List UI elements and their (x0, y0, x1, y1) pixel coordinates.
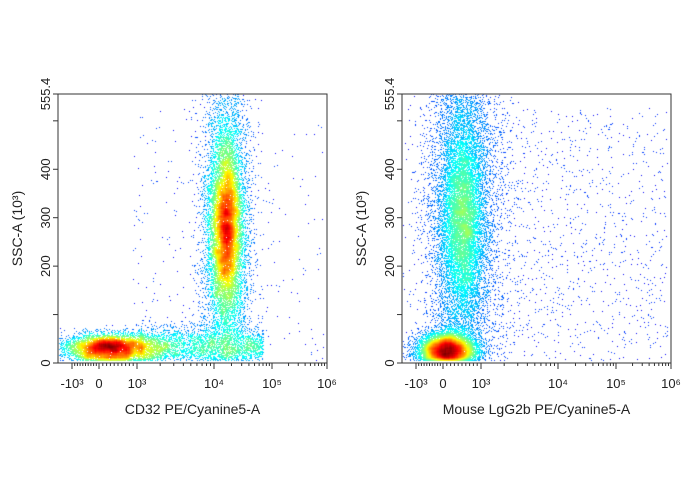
y-tick-label: 400 (382, 158, 397, 180)
plot-panel-1: 0 200 300 400 555.4 -10³ 0 10³ 10⁴ 10⁵ 10⁶ SSC-A (1… (9, 78, 337, 417)
y-tick-label: 555.4 (382, 78, 397, 111)
y-tick-label: 300 (38, 207, 53, 229)
x-tick-label: 10³ (472, 376, 491, 391)
x-tick-label: 0 (439, 376, 446, 391)
x-tick-label: 10⁴ (204, 376, 224, 391)
y-tick-label: 300 (382, 207, 397, 229)
x-tick-label: 10⁶ (317, 376, 337, 391)
y-axis-title: SSC-A (10³) (353, 191, 369, 266)
axes: 0 200 300 400 555.4 -10³ 0 10³ 10⁴ 10⁵ 10⁶ SSC-A (1… (353, 78, 681, 417)
x-tick-label: 10⁵ (262, 376, 282, 391)
y-tick-label: 400 (38, 158, 53, 180)
density-plot (402, 94, 671, 363)
plot-panel-2: 0 200 300 400 555.4 -10³ 0 10³ 10⁴ 10⁵ 10⁶ SSC-A (1… (344, 0, 688, 490)
y-tick-label: 0 (38, 359, 53, 366)
x-tick-label: -10³ (404, 376, 428, 391)
y-tick-label: 200 (382, 255, 397, 277)
x-tick-label: 0 (95, 376, 102, 391)
y-tick-label: 200 (38, 255, 53, 277)
x-tick-label: 10⁶ (661, 376, 681, 391)
x-axis-title: CD32 PE/Cyanine5-A (125, 401, 261, 417)
x-tick-label: -10³ (60, 376, 84, 391)
x-axis-title: Mouse LgG2b PE/Cyanine5-A (443, 401, 631, 417)
x-tick-label: 10⁵ (606, 376, 626, 391)
axes: 0 200 300 400 555.4 -10³ 0 10³ 10⁴ 10⁵ 10⁶ SSC-A (1… (9, 78, 337, 417)
density-plot (58, 94, 327, 363)
y-axis-title: SSC-A (10³) (9, 191, 25, 266)
x-tick-label: 10⁴ (548, 376, 568, 391)
y-tick-label: 555.4 (38, 78, 53, 111)
y-tick-label: 0 (382, 359, 397, 366)
plot-frame (401, 93, 672, 364)
plot-frame (57, 93, 328, 364)
x-tick-label: 10³ (128, 376, 147, 391)
